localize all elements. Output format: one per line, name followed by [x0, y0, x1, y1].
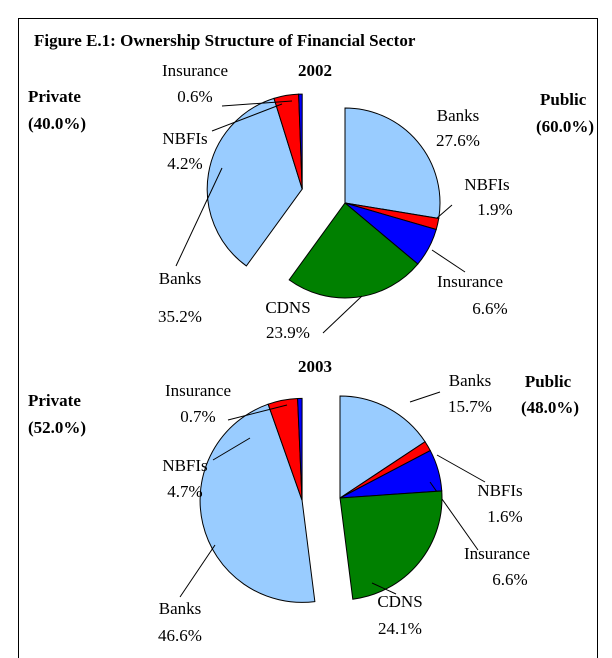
slice-category: Insurance	[464, 544, 530, 563]
slice-category: Insurance	[437, 272, 503, 291]
frame	[18, 18, 598, 658]
group-total: (60.0%)	[536, 117, 594, 136]
slice-value-label: 4.2%	[167, 154, 202, 173]
group-name: Public	[540, 90, 587, 109]
figure-title: Figure E.1: Ownership Structure of Finan…	[34, 31, 416, 50]
pie-slice	[339, 395, 426, 499]
group-total: (52.0%)	[28, 418, 86, 437]
group-name: Private	[28, 87, 81, 106]
leader-line	[436, 454, 486, 483]
leader-line	[175, 167, 223, 267]
slice-category: Banks	[159, 269, 202, 288]
leader-line	[371, 582, 397, 595]
pie-slice	[339, 490, 443, 600]
slice-value-label: 6.6%	[472, 299, 507, 318]
slice-value-label: 0.7%	[180, 407, 215, 426]
slice-category: Insurance	[162, 61, 228, 80]
leader-line	[227, 404, 288, 421]
slice-value-label: 6.6%	[492, 570, 527, 589]
leader-line	[436, 204, 453, 219]
pie-slice	[298, 93, 303, 190]
slice-value-label: 1.9%	[477, 200, 512, 219]
slice-value-label: 27.6%	[436, 131, 480, 150]
leader-line	[212, 437, 251, 461]
slice-value-label: 1.6%	[487, 507, 522, 526]
leader-line	[179, 544, 216, 598]
slice-value-label: 35.2%	[158, 307, 202, 326]
leader-line	[221, 100, 293, 107]
pie-slice	[288, 202, 419, 299]
group-total: (48.0%)	[521, 398, 579, 417]
pie-slice	[344, 107, 441, 220]
group-name: Public	[525, 372, 572, 391]
slice-category: NBFIs	[162, 456, 207, 475]
pie-slice	[199, 403, 316, 603]
pie-slice	[206, 97, 303, 267]
slice-value-label: 0.6%	[177, 87, 212, 106]
slice-category: CDNS	[265, 298, 310, 317]
slice-category: Banks	[437, 106, 480, 125]
group-total: (40.0%)	[28, 114, 86, 133]
leader-line	[409, 391, 441, 403]
slice-category: Banks	[449, 371, 492, 390]
slice-category: NBFIs	[477, 481, 522, 500]
group-name: Private	[28, 391, 81, 410]
pie-title: 2003	[298, 357, 332, 376]
slice-category: NBFIs	[162, 129, 207, 148]
slice-category: CDNS	[377, 592, 422, 611]
slice-value-label: 23.9%	[266, 323, 310, 342]
slice-value-label: 15.7%	[448, 397, 492, 416]
slice-category: Insurance	[165, 381, 231, 400]
slice-category: NBFIs	[464, 175, 509, 194]
leader-line	[322, 295, 363, 334]
pie-slice	[297, 397, 303, 501]
slice-value-label: 4.7%	[167, 482, 202, 501]
leader-line	[211, 103, 283, 132]
leader-line	[431, 249, 466, 273]
pie-title: 2002	[298, 61, 332, 80]
slice-value-label: 46.6%	[158, 626, 202, 645]
slice-value-label: 24.1%	[378, 619, 422, 638]
slice-category: Banks	[159, 599, 202, 618]
